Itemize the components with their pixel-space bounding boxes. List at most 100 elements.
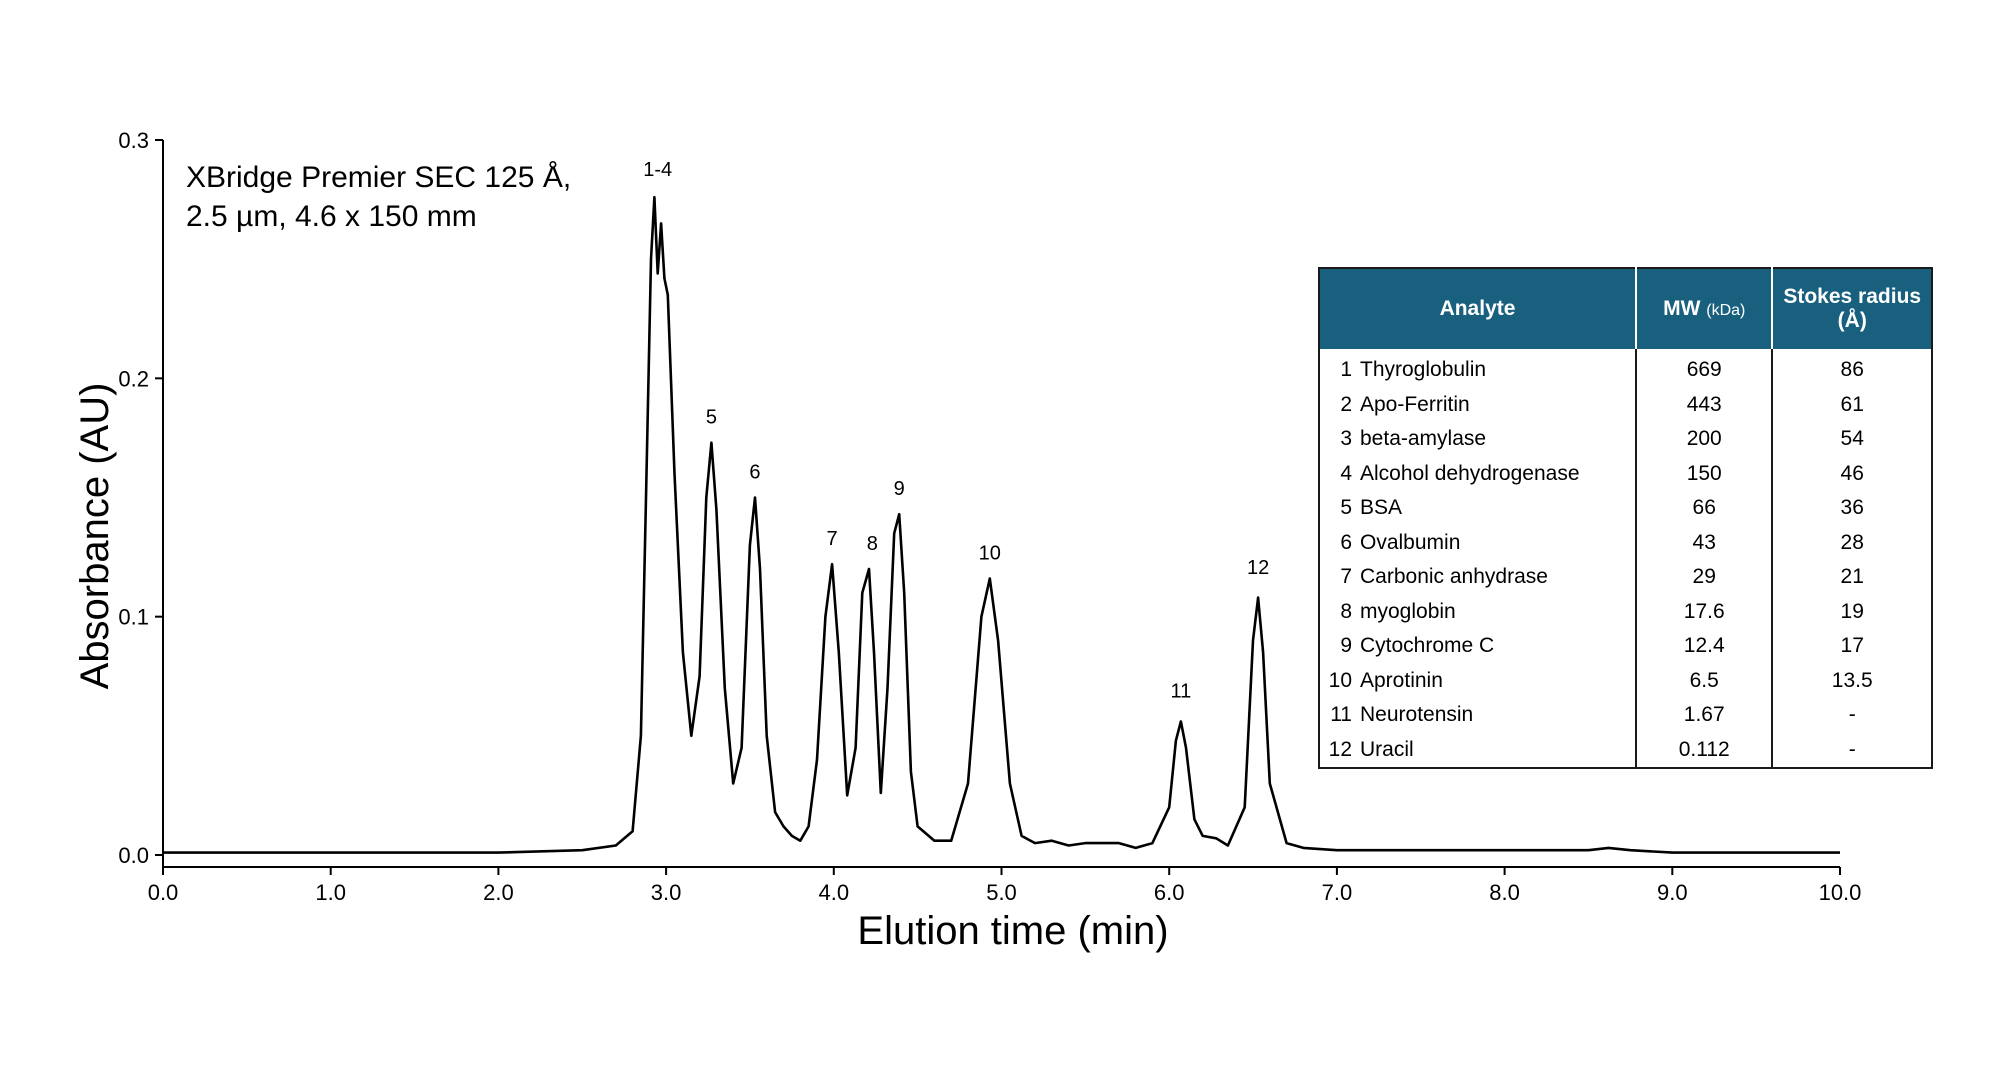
cell-analyte: 5 BSA [1319,491,1636,526]
x-tick-label: 10.0 [1819,880,1862,905]
analyte-name: beta-amylase [1360,427,1487,451]
x-axis-title: Elution time (min) [857,909,1168,953]
cell-stokes-radius: 19 [1771,594,1932,629]
cell-analyte: 9 Cytochrome C [1319,629,1636,664]
y-tick-label: 0.0 [118,843,149,868]
cell-analyte: 1 Thyroglobulin [1319,349,1636,388]
series [163,195,1840,854]
table-body: 1 Thyroglobulin 669 86 2 Apo-Ferritin 443 61 3 be… [1319,349,1932,768]
table-row: 12 Uracil 0.112- [1319,732,1932,769]
analyte-number: 5 [1340,496,1352,520]
cell-analyte: 12 Uracil [1319,733,1636,769]
x-tick-label: 6.0 [1154,880,1185,905]
table-row: 8 myoglobin 17.6 19 [1319,594,1932,630]
cell-mw: 29 [1634,560,1773,595]
cell-analyte: 10 Aprotinin [1319,664,1636,699]
header-stokes-label: Stokes radius [1783,285,1922,308]
analyte-name: Thyroglobulin [1360,358,1487,382]
peak-label: 11 [1171,681,1192,703]
x-tick-label: 3.0 [651,880,682,905]
cell-stokes-radius: 36 [1771,491,1932,526]
cell-stokes-radius: - [1771,698,1932,733]
cell-mw: 66 [1634,491,1773,526]
header-stokes-unit: (Å) [1837,309,1867,332]
analyte-name: Aprotinin [1360,668,1443,692]
cell-mw: 669 [1634,349,1773,388]
cell-stokes-radius: - [1771,732,1932,768]
table-row: 9 Cytochrome C 12.4 17 [1319,629,1932,664]
analyte-table: Analyte MW (kDa) Stokes radius (Å) 1 Thyro… [1318,267,1933,769]
column-annotation-line-1: XBridge Premier SEC 125 Å, [186,161,571,194]
y-tick-label: 0.3 [118,128,149,153]
cell-mw: 12.4 [1634,629,1773,664]
analyte-number: 7 [1340,565,1352,589]
cell-analyte: 7 Carbonic anhydrase [1319,560,1636,595]
chromatogram-trace [163,195,1840,854]
table-row: 7 Carbonic anhydrase 29 21 [1319,560,1932,595]
peak-label: 6 [749,461,760,483]
analyte-name: Uracil [1360,737,1414,761]
x-tick-label: 1.0 [315,880,346,905]
peak-label: 9 [894,478,905,500]
cell-stokes-radius: 13.5 [1771,663,1932,698]
cell-stokes-radius: 17 [1771,629,1932,664]
analyte-name: Alcohol dehydrogenase [1360,461,1580,485]
table-row: 1 Thyroglobulin 669 86 [1319,349,1932,388]
table-row: 4 Alcohol dehydrogenase 150 46 [1319,456,1932,491]
cell-mw: 43 [1634,525,1773,560]
cell-analyte: 8 myoglobin [1319,595,1636,630]
x-tick-label: 5.0 [986,880,1017,905]
table-row: 5 BSA 66 36 [1319,491,1932,526]
analyte-number: 1 [1340,358,1352,382]
analyte-number: 12 [1328,737,1352,761]
analyte-number: 10 [1328,668,1352,692]
cell-mw: 150 [1634,456,1773,491]
cell-analyte: 2 Apo-Ferritin [1319,388,1636,423]
analyte-number: 3 [1340,427,1352,451]
cell-analyte: 6 Ovalbumin [1319,526,1636,561]
y-tick-label: 0.1 [118,605,149,630]
x-tick-label: 2.0 [483,880,514,905]
x-tick-label: 0.0 [148,880,179,905]
cell-mw: 0.112 [1634,732,1773,768]
table-row: 2 Apo-Ferritin 443 61 [1319,387,1932,423]
table-row: 3 beta-amylase 200 54 [1319,422,1932,457]
header-analyte: Analyte [1319,268,1636,349]
analyte-name: BSA [1360,496,1403,520]
analyte-number: 9 [1340,634,1352,658]
cell-mw: 17.6 [1634,594,1773,629]
header-mw-label: MW [1663,297,1701,320]
analyte-name: Neurotensin [1360,703,1474,727]
cell-stokes-radius: 46 [1771,456,1932,491]
peak-label: 7 [827,528,838,550]
cell-stokes-radius: 21 [1771,560,1932,595]
analyte-number: 11 [1330,703,1352,727]
peak-label: 8 [867,533,878,555]
x-tick-label: 8.0 [1489,880,1520,905]
analyte-number: 4 [1340,461,1352,485]
cell-stokes-radius: 61 [1771,387,1932,422]
cell-mw: 200 [1634,422,1773,457]
analyte-name: Apo-Ferritin [1360,392,1470,416]
cell-mw: 443 [1634,387,1773,422]
table-row: 11 Neurotensin 1.67- [1319,698,1932,733]
cell-stokes-radius: 28 [1771,525,1932,560]
cell-analyte: 3 beta-amylase [1319,422,1636,457]
cell-analyte: 11 Neurotensin [1319,698,1636,733]
cell-stokes-radius: 86 [1771,349,1932,388]
x-tick-label: 4.0 [819,880,850,905]
table-row: 6 Ovalbumin 43 28 [1319,525,1932,561]
peak-label: 10 [979,542,1001,564]
cell-stokes-radius: 54 [1771,422,1932,457]
analyte-number: 8 [1340,599,1352,623]
x-tick-label: 7.0 [1322,880,1353,905]
header-mw: MW (kDa) [1634,268,1773,349]
analyte-name: Ovalbumin [1360,530,1461,554]
analyte-number: 6 [1340,530,1352,554]
analyte-name: myoglobin [1360,599,1456,623]
y-tick-label: 0.2 [118,366,149,391]
peak-label: 1-4 [643,159,672,181]
cell-mw: 6.5 [1634,663,1773,698]
peak-labels: 1-4 5 6 7 8 9 10 11 12 [643,159,1269,703]
